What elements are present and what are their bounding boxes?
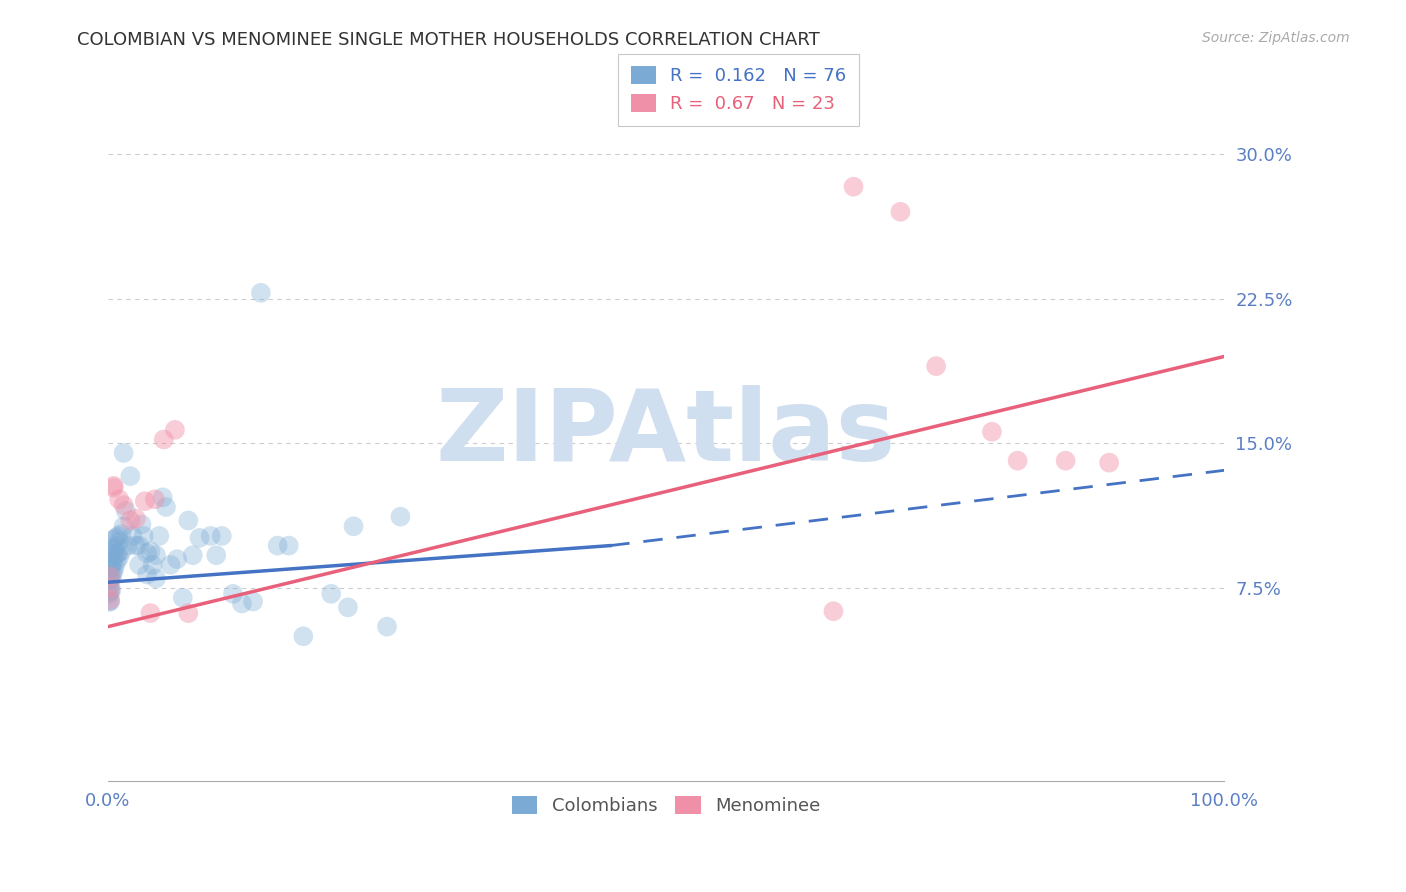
Point (98, 594, 121, 608)
Point (101, 541, 124, 555)
Point (136, 567, 159, 582)
Text: Source: ZipAtlas.com: Source: ZipAtlas.com (1202, 31, 1350, 45)
Point (159, 558, 181, 572)
Point (145, 571, 167, 585)
Point (152, 491, 174, 505)
Point (105, 554, 128, 568)
Point (112, 498, 135, 512)
Point (842, 179, 865, 194)
Point (103, 481, 125, 495)
Point (131, 517, 153, 532)
Point (98, 579, 121, 593)
Point (155, 500, 177, 514)
Point (100, 582, 122, 597)
Point (142, 558, 165, 572)
Point (375, 620, 398, 634)
Point (103, 479, 125, 493)
Point (200, 529, 222, 543)
Point (1054, 453, 1077, 467)
Point (1007, 453, 1029, 467)
Point (121, 529, 143, 543)
Point (107, 529, 129, 543)
Point (166, 552, 188, 566)
Point (139, 544, 162, 558)
Point (100, 571, 122, 585)
Point (107, 546, 129, 560)
Point (125, 511, 148, 525)
Point (120, 514, 142, 528)
Point (188, 531, 211, 545)
Point (181, 548, 204, 562)
Point (136, 546, 159, 560)
Point (342, 519, 364, 533)
Point (100, 546, 122, 560)
Point (128, 558, 150, 572)
Point (250, 285, 273, 300)
Point (132, 529, 155, 543)
Point (231, 597, 253, 611)
Point (145, 548, 167, 562)
Point (103, 564, 125, 578)
Point (139, 606, 162, 620)
Point (292, 629, 315, 643)
Point (177, 514, 200, 528)
Point (321, 587, 343, 601)
Point (98, 594, 121, 608)
Point (115, 504, 138, 518)
Point (104, 531, 127, 545)
Point (389, 509, 412, 524)
Point (105, 539, 128, 553)
Point (110, 527, 132, 541)
Point (104, 542, 127, 557)
Point (104, 548, 127, 562)
Point (100, 559, 122, 574)
Text: ZIPAtlas: ZIPAtlas (436, 385, 896, 483)
Point (108, 534, 131, 549)
Point (104, 559, 127, 574)
Point (112, 519, 135, 533)
Point (823, 604, 845, 618)
Point (108, 550, 131, 565)
Point (98, 562, 121, 576)
Point (98, 585, 121, 599)
Point (101, 556, 124, 570)
Point (103, 550, 125, 565)
Point (101, 567, 124, 582)
Point (120, 469, 142, 483)
Point (222, 587, 245, 601)
Point (242, 594, 264, 608)
Point (103, 533, 125, 547)
Point (277, 539, 299, 553)
Legend: Colombians, Menominee: Colombians, Menominee (503, 788, 830, 824)
Point (134, 494, 156, 508)
Point (110, 544, 132, 558)
Point (152, 433, 174, 447)
Point (925, 359, 948, 373)
Point (981, 425, 1004, 439)
Point (205, 548, 228, 562)
Point (177, 606, 200, 620)
Point (98, 574, 121, 588)
Point (98, 581, 121, 595)
Point (117, 539, 139, 553)
Point (143, 492, 166, 507)
Point (108, 492, 131, 507)
Point (98, 592, 121, 607)
Point (163, 423, 186, 437)
Point (98, 567, 121, 582)
Point (889, 204, 911, 219)
Point (266, 539, 288, 553)
Point (128, 539, 150, 553)
Point (336, 600, 359, 615)
Point (211, 529, 233, 543)
Point (98, 587, 121, 601)
Point (148, 529, 170, 543)
Point (172, 591, 194, 605)
Point (1098, 456, 1121, 470)
Point (112, 446, 135, 460)
Point (125, 539, 148, 553)
Point (98, 569, 121, 583)
Text: COLOMBIAN VS MENOMINEE SINGLE MOTHER HOUSEHOLDS CORRELATION CHART: COLOMBIAN VS MENOMINEE SINGLE MOTHER HOU… (77, 31, 820, 49)
